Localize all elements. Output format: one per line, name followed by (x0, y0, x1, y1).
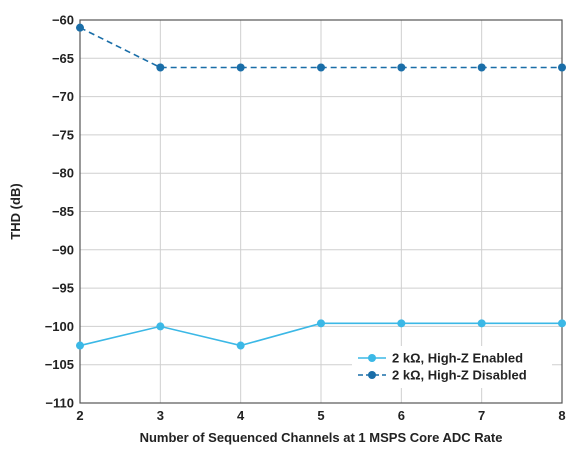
x-tick-label: 4 (237, 408, 245, 423)
series-group (76, 23, 566, 350)
legend-swatch-marker (368, 371, 376, 379)
y-tick-label: −75 (52, 127, 74, 142)
y-axis-ticks: −60 −65 −70 −75 −80 −85 −90 −95 −100 −105 −110 (45, 13, 74, 411)
y-tick-label: −65 (52, 51, 74, 66)
y-tick-label: −80 (52, 166, 74, 181)
series-2-point (558, 63, 566, 72)
y-tick-label: −90 (52, 242, 74, 257)
series-1-point (156, 322, 165, 331)
y-tick-label: −60 (52, 13, 74, 28)
legend-swatch-marker (368, 354, 376, 362)
legend: 2 kΩ, High-Z Enabled 2 kΩ, High-Z Disable… (352, 346, 552, 388)
legend-box (352, 346, 552, 388)
series-1-point (236, 341, 245, 350)
y-tick-label: −95 (52, 281, 74, 296)
series-2-point (477, 63, 486, 72)
x-tick-label: 8 (558, 408, 565, 423)
y-tick-label: −70 (52, 89, 74, 104)
x-tick-label: 7 (478, 408, 485, 423)
plot-frame (79, 19, 563, 404)
y-tick-label: −105 (45, 357, 74, 372)
series-2-point (397, 63, 406, 72)
series-2-point (236, 63, 245, 72)
x-axis-ticks: 2 3 4 5 6 7 8 (76, 408, 565, 423)
y-tick-label: −85 (52, 204, 74, 219)
series-1-point (397, 319, 406, 328)
series-2-point (156, 63, 165, 72)
series-1-point (317, 319, 325, 328)
x-tick-label: 6 (398, 408, 405, 423)
series-1-point (477, 319, 486, 328)
y-tick-label: −100 (45, 319, 74, 334)
x-tick-label: 5 (317, 408, 324, 423)
series-2-point (76, 23, 84, 32)
legend-entry-label: 2 kΩ, High-Z Disabled (392, 368, 527, 383)
y-tick-label: −110 (45, 396, 74, 411)
y-axis-title: THD (dB) (8, 183, 23, 239)
series-2-point (317, 63, 325, 72)
x-axis-title: Number of Sequenced Channels at 1 MSPS C… (140, 430, 503, 445)
x-tick-label: 3 (157, 408, 164, 423)
x-tick-label: 2 (76, 408, 83, 423)
series-1-point (76, 341, 84, 350)
legend-entry-label: 2 kΩ, High-Z Enabled (392, 351, 523, 366)
series-1-point (558, 319, 566, 328)
grid (79, 19, 563, 404)
